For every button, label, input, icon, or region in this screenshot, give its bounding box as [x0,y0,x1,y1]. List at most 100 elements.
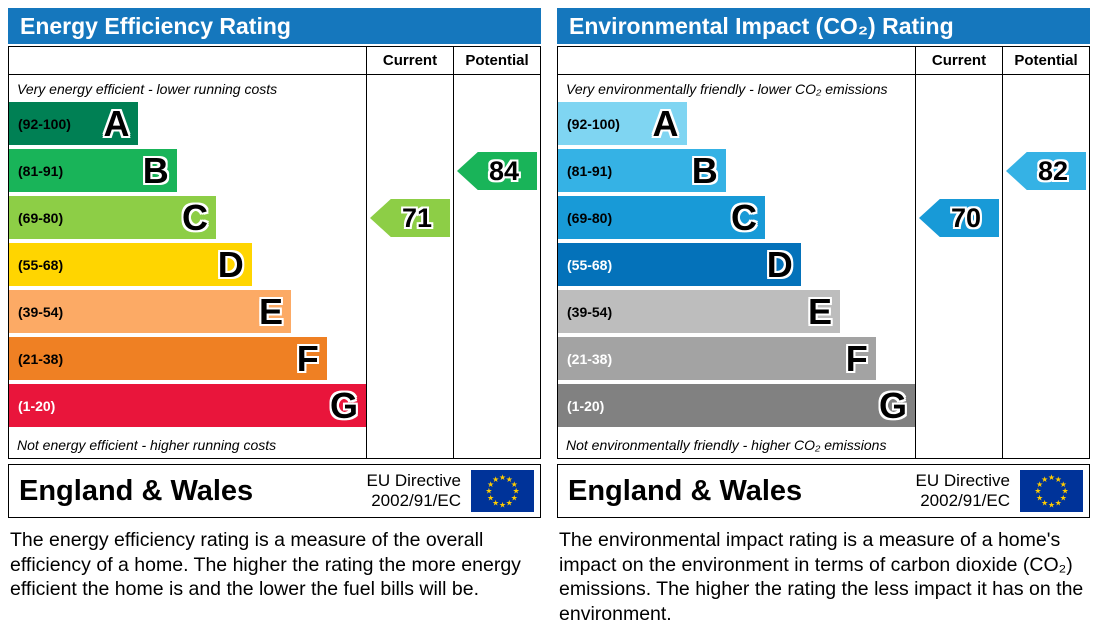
band-range-label: (81-91) [18,162,64,179]
band-letter: E [808,290,833,332]
bottom-caption: Not energy efficient - higher running co… [17,437,277,453]
rating-bands: (92-100) A (81-91) B (69-80) C (55-68) D (39-54)… [558,102,915,431]
svg-text:★: ★ [1048,500,1055,509]
svg-text:★: ★ [487,494,494,503]
svg-text:★: ★ [492,499,499,508]
band-bar-a: (92-100) A [9,102,138,145]
band-range-label: (69-80) [567,209,613,226]
environmental-rating-description: The environmental impact rating is a mea… [559,529,1084,625]
svg-text:★: ★ [1048,473,1055,482]
band-letter: C [731,196,758,238]
band-range-label: (92-100) [18,115,71,132]
band-range-label: (55-68) [567,256,613,273]
panel-title: Energy Efficiency Rating [20,12,291,39]
svg-text:★: ★ [1036,494,1043,503]
svg-text:★: ★ [513,487,520,496]
current-rating-arrow: 71 [370,199,450,237]
band-range-label: (39-54) [567,303,613,320]
svg-text:★: ★ [1055,475,1062,484]
top-caption: Very energy efficient - lower running co… [17,81,278,97]
band-row: (1-20) G [558,384,915,431]
svg-text:★: ★ [506,499,513,508]
band-range-label: (21-38) [18,350,64,367]
current-column-header: Current [366,47,453,74]
band-letter: A [103,102,130,144]
band-letter: A [652,102,679,144]
chart-footer: England & Wales EU Directive 2002/91/EC … [8,464,541,518]
band-letter: D [217,243,244,285]
band-range-label: (55-68) [18,256,64,273]
svg-text:★: ★ [1060,480,1067,489]
band-bar-d: (55-68) D [9,243,252,286]
band-bar-f: (21-38) F [9,337,327,380]
svg-text:★: ★ [506,475,513,484]
band-bar-c: (69-80) C [9,196,217,239]
band-range-label: (81-91) [567,162,613,179]
band-letter: G [329,384,358,426]
band-row: (39-54) E [558,290,915,337]
svg-text:★: ★ [1060,494,1067,503]
potential-rating-arrow: 82 [1006,152,1086,190]
band-row: (69-80) C [9,196,366,243]
eu-directive-line1: EU Directive [915,471,1010,491]
svg-text:★: ★ [1034,487,1041,496]
band-letter: B [142,149,169,191]
band-bar-e: (39-54) E [558,290,841,333]
band-letter: B [691,149,718,191]
svg-text:★: ★ [511,480,518,489]
band-range-label: (21-38) [567,350,613,367]
eu-directive-line2: 2002/91/EC [920,491,1010,510]
energy-efficiency-panel: Energy Efficiency Rating Current Potenti… [8,8,541,626]
potential-rating-column: 82 [1002,75,1089,458]
svg-text:★: ★ [487,480,494,489]
band-range-label: (1-20) [18,397,56,414]
potential-column-header: Potential [453,47,540,74]
band-row: (92-100) A [9,102,366,149]
band-range-label: (1-20) [567,397,605,414]
band-row: (21-38) F [558,337,915,384]
chart-body: Very energy efficient - lower running co… [9,75,540,458]
potential-rating-column: 84 [453,75,540,458]
current-rating-arrow: 70 [919,199,999,237]
region-label: England & Wales [19,474,254,507]
current-rating-column: 70 [915,75,1002,458]
band-letter: E [259,290,284,332]
band-range-label: (92-100) [567,115,620,132]
band-bar-b: (81-91) B [558,149,726,192]
chart-footer: England & Wales EU Directive 2002/91/EC … [557,464,1090,518]
band-letter: F [845,337,868,379]
band-letter: G [878,384,907,426]
environmental-impact-title-bar: Environmental Impact (CO₂) Rating [557,8,1090,44]
band-range-label: (39-54) [18,303,64,320]
band-letter: D [766,243,793,285]
band-bar-g: (1-20) G [9,384,366,427]
chart-column-headers: Current Potential [558,47,1089,75]
band-bar-b: (81-91) B [9,149,177,192]
current-column-header: Current [915,47,1002,74]
bands-column: Very energy efficient - lower running co… [9,75,366,458]
energy-efficiency-title-bar: Energy Efficiency Rating [8,8,541,44]
band-row: (21-38) F [9,337,366,384]
band-bar-e: (39-54) E [9,290,292,333]
band-letter: F [296,337,319,379]
eu-directive-line2: 2002/91/EC [371,491,461,510]
band-range-label: (69-80) [18,209,64,226]
epc-ratings-container: Energy Efficiency Rating Current Potenti… [8,8,1090,626]
energy-rating-description: The energy efficiency rating is a measur… [10,529,521,601]
current-rating-column: 71 [366,75,453,458]
rating-bands: (92-100) A (81-91) B (69-80) C (55-68) D (39-54)… [9,102,366,431]
svg-text:★: ★ [1036,480,1043,489]
svg-text:★: ★ [499,500,506,509]
band-row: (81-91) B [9,149,366,196]
band-row: (69-80) C [558,196,915,243]
band-row: (55-68) D [9,243,366,290]
svg-text:★: ★ [1055,499,1062,508]
band-row: (92-100) A [558,102,915,149]
bands-column: Very environmentally friendly - lower CO… [558,75,915,458]
svg-text:★: ★ [1062,487,1069,496]
header-spacer [9,47,366,74]
band-bar-c: (69-80) C [558,196,766,239]
region-label: England & Wales [568,474,803,507]
band-bar-a: (92-100) A [558,102,687,145]
eu-flag-icon: ★ ★★★★★★★★★★★ [1020,470,1083,512]
